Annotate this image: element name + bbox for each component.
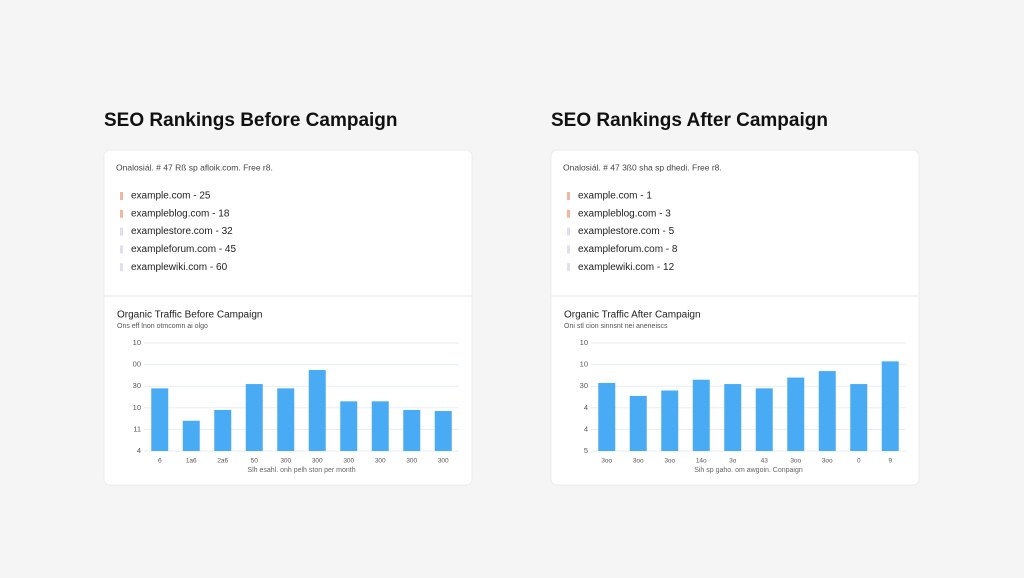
bullet xyxy=(120,245,123,254)
bullet xyxy=(120,263,123,272)
panel-title: SEO Rankings Before Campaign xyxy=(104,110,398,131)
bullet xyxy=(567,192,570,200)
ranking-item: examplestore.com - 32 xyxy=(131,226,233,237)
ranking-item: exampleblog.com - 18 xyxy=(131,208,230,219)
panel-title: SEO Rankings After Campaign xyxy=(551,110,828,131)
bar xyxy=(598,382,616,451)
ranking-item: example.com - 1 xyxy=(578,191,652,202)
y-tick-label: 30 xyxy=(580,381,588,390)
x-tick-label: 3oo xyxy=(633,458,644,465)
chart-title: Organic Traffic After Campaign xyxy=(564,310,701,321)
bar xyxy=(371,401,389,451)
card-note: Onalosiál. # 47 Rß sp afloik.com. Free r… xyxy=(116,162,273,172)
bullet xyxy=(120,209,123,218)
y-tick-label: 00 xyxy=(133,360,141,369)
bullet xyxy=(567,227,570,236)
chart-title: Organic Traffic Before Campaign xyxy=(117,310,262,321)
x-tick-label: 0 xyxy=(857,458,861,465)
ranking-item: exampleforum.com - 8 xyxy=(578,244,678,255)
x-tick-label: 50 xyxy=(251,458,259,465)
x-tick-label: 6 xyxy=(158,458,162,465)
x-axis-label: Slh esahl. onh pelh ston per month xyxy=(247,467,355,474)
bar xyxy=(692,379,710,451)
ranking-item: examplewiki.com - 12 xyxy=(578,262,675,273)
y-tick-label: 30 xyxy=(133,381,141,390)
bar xyxy=(403,409,421,451)
y-tick-label: 5 xyxy=(584,446,588,455)
ranking-item: example.com - 25 xyxy=(131,191,211,202)
bar xyxy=(340,401,358,451)
bar xyxy=(787,377,805,451)
x-tick-label: 300 xyxy=(312,458,323,465)
x-tick-label: 300 xyxy=(280,458,291,465)
x-tick-label: 2a6 xyxy=(217,458,228,465)
x-tick-label: 3oo xyxy=(790,458,801,465)
bar xyxy=(214,409,232,451)
chart-subtitle: Oni stl cion sinnsnt nei aneneiscs xyxy=(564,323,668,330)
ranking-item: examplewiki.com - 60 xyxy=(131,262,228,273)
x-tick-label: 300 xyxy=(406,458,417,465)
bar xyxy=(434,411,452,451)
bullet xyxy=(120,227,123,236)
x-tick-label: 3oo xyxy=(664,458,675,465)
bar xyxy=(151,388,169,451)
x-tick-label: 3oo xyxy=(822,458,833,465)
x-axis-label: Sih sp gaho. om awgoin. Conpaign xyxy=(694,467,803,474)
bar xyxy=(629,395,647,451)
x-tick-label: 3o xyxy=(729,458,737,465)
chart-subtitle: Ons eff lnon otmcomn ai olgo xyxy=(117,323,208,330)
y-tick-label: 4 xyxy=(137,446,141,455)
bullet xyxy=(120,192,123,200)
x-tick-label: 14o xyxy=(696,458,707,465)
y-tick-label: 11 xyxy=(133,424,141,433)
y-tick-label: 10 xyxy=(580,338,588,347)
card-note: Onalosiál. # 47 3ß0 sha sp dhedi. Free r… xyxy=(563,162,722,172)
bullet xyxy=(567,263,570,272)
bar xyxy=(308,370,326,451)
bullet xyxy=(567,209,570,218)
x-tick-label: 300 xyxy=(375,458,386,465)
bar xyxy=(850,384,868,451)
ranking-item: exampleblog.com - 3 xyxy=(578,208,671,219)
bar xyxy=(881,361,899,451)
x-tick-label: 3oo xyxy=(601,458,612,465)
x-tick-label: 1a6 xyxy=(186,458,197,465)
y-tick-label: 4 xyxy=(584,403,588,412)
bar xyxy=(661,390,679,451)
y-tick-label: 10 xyxy=(133,338,141,347)
bullet xyxy=(567,245,570,254)
bar xyxy=(818,371,836,451)
bar xyxy=(724,384,742,451)
bar xyxy=(277,388,295,451)
ranking-item: exampleforum.com - 45 xyxy=(131,244,236,255)
bar xyxy=(182,420,200,451)
x-tick-label: 300 xyxy=(343,458,354,465)
y-tick-label: 10 xyxy=(133,403,141,412)
x-tick-label: 9 xyxy=(888,458,892,465)
card xyxy=(103,149,473,486)
bar xyxy=(755,388,773,451)
x-tick-label: 43 xyxy=(761,458,769,465)
x-tick-label: 300 xyxy=(438,458,449,465)
y-tick-label: 10 xyxy=(580,360,588,369)
bar xyxy=(245,384,263,451)
ranking-item: examplestore.com - 5 xyxy=(578,226,675,237)
y-tick-label: 4 xyxy=(584,424,588,433)
